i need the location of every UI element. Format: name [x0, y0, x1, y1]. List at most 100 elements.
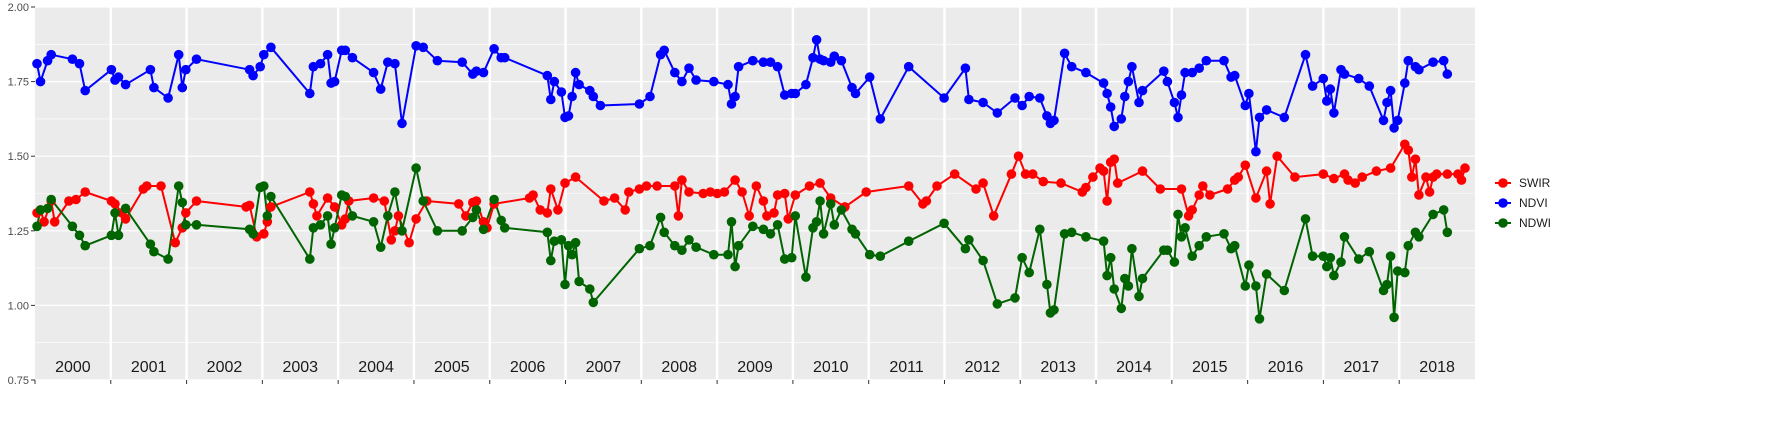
data-point-ndvi: [1010, 93, 1020, 103]
data-point-ndvi: [875, 114, 886, 124]
data-point-swir: [1038, 176, 1049, 187]
data-point-ndwi: [418, 196, 429, 206]
data-point-ndvi: [113, 72, 124, 82]
data-point-ndvi: [1123, 76, 1134, 87]
data-point-swir: [120, 214, 131, 224]
data-point-ndwi: [670, 240, 680, 251]
data-point-ndwi: [684, 235, 694, 245]
year-label: 2010: [813, 359, 849, 376]
data-point-ndwi: [397, 226, 407, 236]
y-tick-label: 0.75: [8, 375, 29, 387]
data-point-ndvi: [1261, 105, 1272, 115]
data-point-ndvi: [432, 55, 443, 66]
data-point-ndwi: [1261, 269, 1272, 279]
data-point-ndvi: [248, 70, 258, 81]
data-point-swir: [1013, 151, 1024, 161]
y-tick-label: 1.75: [8, 77, 29, 89]
data-point-ndvi: [255, 61, 265, 72]
data-point-ndwi: [1194, 240, 1204, 251]
data-point-ndwi: [903, 236, 914, 246]
data-point-ndwi: [1307, 251, 1318, 261]
data-point-swir: [1265, 199, 1275, 209]
data-point-ndvi: [499, 52, 510, 63]
data-point-ndwi: [1251, 281, 1261, 291]
data-point-ndwi: [1428, 209, 1438, 220]
data-point-ndwi: [790, 211, 801, 221]
data-point-ndwi: [1400, 267, 1410, 278]
data-point-ndwi: [329, 223, 340, 233]
data-point-ndvi: [1400, 78, 1410, 88]
data-point-ndwi: [1442, 227, 1453, 238]
data-point-ndvi: [80, 85, 90, 96]
data-point-swir: [1020, 169, 1031, 179]
data-point-ndwi: [390, 187, 400, 197]
data-point-ndvi: [1414, 64, 1424, 75]
data-point-ndvi: [1229, 70, 1240, 81]
data-point-swir: [1318, 169, 1329, 179]
data-point-ndvi: [634, 99, 645, 109]
data-point-ndvi: [1116, 114, 1127, 124]
major-gridlines: [35, 6, 1475, 381]
data-point-ndwi: [375, 242, 386, 252]
data-point-swir: [1251, 193, 1261, 203]
data-point-ndwi: [1123, 281, 1134, 291]
data-point-swir: [266, 202, 276, 212]
data-point-ndvi: [1049, 115, 1059, 126]
data-point-swir: [379, 196, 390, 206]
data-point-ndwi: [765, 229, 776, 239]
year-label: 2008: [661, 359, 697, 376]
data-point-ndvi: [1318, 73, 1329, 84]
data-point-ndvi: [758, 57, 769, 67]
data-point-ndwi: [786, 252, 797, 263]
data-point-ndwi: [567, 249, 577, 260]
data-point-swir: [1137, 166, 1148, 176]
data-point-ndwi: [489, 194, 499, 205]
year-label: 2000: [55, 359, 91, 376]
data-point-ndvi: [489, 44, 499, 54]
data-point-ndvi: [418, 42, 429, 53]
data-point-ndvi: [748, 55, 758, 66]
data-point-swir: [1081, 182, 1091, 193]
data-point-ndwi: [471, 205, 482, 215]
data-point-ndwi: [691, 242, 701, 252]
data-point-ndwi: [818, 229, 829, 239]
data-point-swir: [1357, 172, 1367, 182]
data-point-ndwi: [305, 254, 315, 264]
data-point-swir: [1407, 172, 1417, 182]
data-point-ndwi: [588, 297, 599, 308]
data-point-ndwi: [177, 197, 188, 208]
data-point-swir: [790, 190, 801, 200]
y-tick-label: 2.00: [8, 2, 29, 14]
data-point-ndvi: [772, 61, 783, 72]
data-point-ndwi: [1322, 261, 1332, 272]
data-point-ndvi: [1279, 112, 1290, 123]
data-point-ndvi: [730, 91, 740, 102]
data-point-ndvi: [1339, 69, 1350, 79]
data-point-ndwi: [259, 181, 269, 191]
data-point-ndvi: [939, 93, 949, 103]
data-point-swir: [719, 187, 730, 197]
data-point-swir: [1056, 178, 1066, 188]
data-point-ndvi: [1187, 67, 1197, 78]
data-point-swir: [1442, 169, 1453, 179]
series-points: [32, 35, 1470, 324]
data-point-ndwi: [1325, 252, 1336, 263]
data-point-ndwi: [992, 299, 1003, 309]
data-point-swir: [181, 208, 191, 218]
data-point-swir: [49, 217, 60, 227]
data-point-ndwi: [634, 243, 645, 254]
data-point-ndvi: [1392, 115, 1403, 126]
data-point-ndvi: [1382, 97, 1392, 108]
data-point-ndvi: [340, 45, 351, 56]
data-point-swir: [1109, 154, 1119, 164]
data-point-swir: [1403, 145, 1414, 155]
data-point-ndwi: [864, 249, 875, 260]
data-point-ndwi: [1162, 245, 1173, 255]
data-point-ndwi: [1403, 240, 1414, 251]
data-point-ndvi: [1438, 55, 1449, 66]
legend-label-ndvi: NDVI: [1519, 196, 1548, 210]
data-point-ndwi: [1385, 251, 1396, 261]
series-line-swir: [36, 143, 1466, 244]
data-point-swir: [110, 199, 120, 209]
data-point-swir: [641, 181, 652, 191]
